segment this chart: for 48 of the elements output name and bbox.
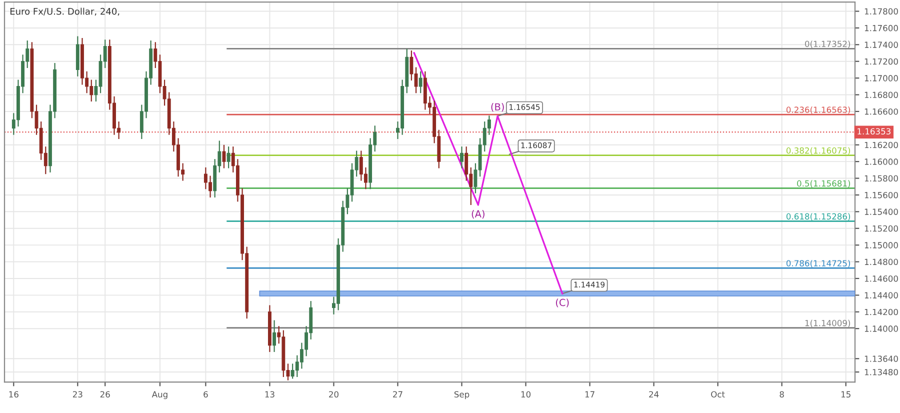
ref-line-label: 0.618(1.15286)	[786, 213, 850, 221]
x-tick-label: 10	[521, 391, 531, 398]
ref-line-label: 0.382(1.16075)	[786, 147, 850, 155]
x-tick-label: 17	[585, 391, 594, 398]
annotation: (A)	[472, 210, 484, 219]
x-tick-label: 13	[265, 391, 274, 398]
x-tick-label: 16	[9, 391, 18, 398]
y-tick-label: 1.15000	[864, 242, 898, 248]
y-tick-label: 1.14000	[864, 326, 898, 332]
y-tick-label: 1.16600	[864, 108, 898, 115]
y-tick-label: 1.16000	[864, 158, 898, 165]
y-tick-label: 1.17000	[864, 75, 898, 82]
y-tick-label: 1.14400	[864, 292, 898, 298]
ref-line-label: 0.236(1.16563)	[786, 106, 850, 114]
x-tick-label: 15	[841, 391, 850, 398]
x-tick-label: 6	[204, 391, 208, 398]
y-tick-label: 1.13640	[864, 356, 898, 362]
y-tick-label: 1.13480	[864, 368, 898, 376]
ref-line-label: 1.16353	[858, 128, 890, 135]
ref-line-label: 1(1.14009)	[805, 320, 850, 328]
y-tick-label: 1.17600	[864, 24, 898, 32]
x-tick-label: Sep	[454, 391, 470, 400]
x-tick-label: 23	[72, 391, 82, 398]
y-tick-label: 1.15400	[864, 208, 898, 215]
ref-line-label: 0.786(1.14725)	[786, 260, 850, 268]
y-tick-label: 1.17800	[864, 8, 898, 15]
text: Euro Fx/U.S. Dollar, 240,	[10, 8, 120, 16]
x-tick-label: 27	[393, 391, 402, 398]
x-tick-label: 20	[329, 391, 338, 398]
x-tick-label: Oct	[711, 391, 725, 398]
y-tick-label: 1.14600	[864, 275, 898, 282]
annotation: (B)	[491, 103, 504, 112]
x-tick-label: 26	[100, 391, 110, 398]
y-tick-label: 1.15600	[864, 192, 898, 198]
y-tick-label: 1.16200	[864, 142, 898, 148]
x-tick-label: Aug	[152, 391, 168, 400]
ref-line-label: 0(1.17352)	[805, 40, 850, 48]
y-tick-label: 1.15200	[864, 225, 898, 232]
y-tick-label: 1.16800	[864, 92, 898, 98]
y-tick-label: 1.17200	[864, 58, 898, 65]
y-tick-label: 1.17400	[864, 42, 898, 48]
y-tick-label: 1.15800	[864, 175, 898, 182]
y-tick-label: 1.14800	[864, 258, 898, 266]
annotation: (C)	[556, 298, 569, 308]
x-tick-label: 24	[649, 391, 659, 398]
ref-line-label: 0.5(1.15681)	[797, 180, 850, 188]
x-tick-label: 8	[780, 391, 784, 398]
y-tick-label: 1.14200	[864, 308, 898, 316]
